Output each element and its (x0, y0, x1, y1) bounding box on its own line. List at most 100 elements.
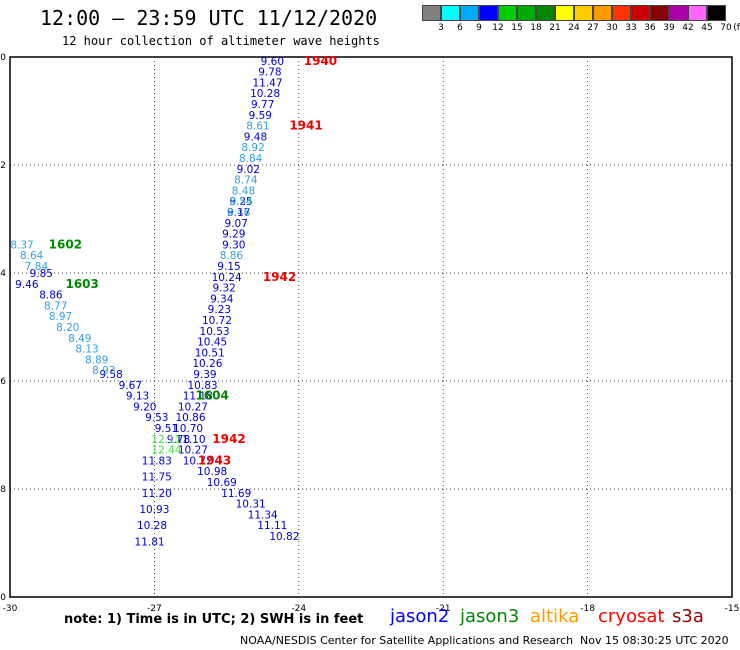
footer-credit: NOAA/NESDIS Center for Satellite Applica… (240, 634, 574, 647)
color-scale-label: 24 (568, 23, 580, 33)
data-point-label: 10.53 (200, 326, 230, 338)
data-point-label: 10.83 (188, 380, 218, 392)
color-scale-swatch (441, 5, 460, 21)
y-tick-label: -42 (0, 161, 6, 171)
data-point-label: 9.58 (99, 369, 122, 381)
pass-annotation: 1604 (195, 389, 228, 403)
data-point-label: 10.28 (250, 88, 280, 100)
data-point-label: 10.27 (178, 445, 208, 457)
pass-annotation: 1603 (65, 277, 98, 291)
color-scale-swatch (517, 5, 536, 21)
color-scale-swatch (555, 5, 574, 21)
color-scale-swatch (612, 5, 631, 21)
data-point-label: 8.13 (75, 344, 98, 356)
data-point-label: 11.34 (248, 509, 278, 521)
y-tick-label: -50 (0, 593, 6, 603)
data-point-label: 9.51 (155, 423, 178, 435)
x-tick-label: -21 (436, 604, 451, 614)
data-point-label: 9.77 (251, 99, 274, 111)
color-scale-swatch (536, 5, 555, 21)
color-scale-swatch (460, 5, 479, 21)
color-scale-swatch (479, 5, 498, 21)
data-point-label: 8.84 (239, 153, 263, 165)
y-tick-label: -46 (0, 377, 6, 387)
color-scale-unit: (ft) (733, 23, 740, 33)
color-scale-label: 18 (530, 23, 542, 33)
chart-subtitle: 12 hour collection of altimeter wave hei… (62, 34, 380, 48)
data-point-label: 9.15 (217, 261, 240, 273)
data-point-label: 9.53 (145, 412, 168, 424)
data-point-label: 9.78 (258, 67, 281, 79)
data-point-label: 8.48 (232, 185, 255, 197)
color-scale-label: 36 (644, 23, 656, 33)
satellite-legend-item: jason2 (390, 606, 450, 627)
data-point-label: 9.60 (261, 56, 284, 68)
data-point-label: 9.39 (193, 369, 216, 381)
chart-title: 12:00 — 23:59 UTC 11/12/2020 (40, 6, 378, 30)
color-scale-label: 21 (549, 23, 561, 33)
pass-annotation: 1942 (212, 432, 245, 446)
data-point-label: 8.54 (229, 196, 253, 208)
data-point-label: 10.72 (183, 455, 213, 467)
data-point-label: 8.77 (44, 300, 67, 312)
data-point-label: 8.64 (20, 250, 44, 262)
data-point-label: 9.07 (225, 218, 248, 230)
color-scale-label: 39 (663, 23, 675, 33)
color-scale-label: 6 (457, 23, 463, 33)
x-tick-label: -24 (291, 604, 306, 614)
data-point-label: 9.46 (15, 279, 39, 291)
data-point-label: 8.86 (220, 250, 244, 262)
note-text: note: 1) Time is in UTC; 2) SWH is in fe… (64, 612, 364, 627)
x-tick-label: -27 (147, 604, 162, 614)
pass-annotation: 1942 (263, 270, 296, 284)
data-point-label: 11.75 (142, 472, 172, 484)
data-point-label: 10.45 (197, 337, 227, 349)
color-scale-label: 70 (720, 23, 732, 33)
data-point-label: 9.13 (126, 391, 149, 403)
data-point-label: 9.85 (30, 268, 53, 280)
data-point-label: 9.59 (249, 110, 272, 122)
data-point-label: 10.27 (178, 401, 208, 413)
pass-annotation: 1943 (198, 453, 231, 467)
data-point-label: 9.32 (212, 283, 235, 295)
footer-timestamp: Nov 15 08:30:25 UTC 2020 (580, 634, 729, 647)
data-point-label: 8.89 (85, 354, 108, 366)
data-point-label: 11.83 (142, 455, 172, 467)
data-point-label: 10.28 (137, 520, 167, 532)
data-point-label: 9.29 (222, 229, 245, 241)
data-point-label: 10.31 (236, 499, 266, 511)
data-point-label: 9.20 (133, 401, 156, 413)
data-point-label: 12.44 (151, 445, 181, 457)
color-scale-swatch (707, 5, 726, 21)
plot-frame (9, 56, 733, 598)
data-point-label: 9.02 (237, 164, 260, 176)
data-point-label: 10.98 (197, 466, 227, 478)
color-scale-swatch (650, 5, 669, 21)
data-point-label: 11.11 (257, 520, 287, 532)
data-point-label: 10.70 (173, 423, 203, 435)
pass-annotation: 1941 (289, 119, 322, 133)
data-point-label: 7.84 (25, 261, 49, 273)
data-point-label: 8.49 (68, 333, 91, 345)
data-point-label: 11.69 (221, 488, 251, 500)
data-point-label: 8.74 (234, 175, 258, 187)
data-point-label: 9.23 (208, 304, 231, 316)
data-point-label: 10.82 (269, 531, 299, 543)
satellite-legend-item: s3a (672, 606, 704, 627)
x-tick-label: -15 (725, 604, 740, 614)
data-point-label: 8.37 (10, 239, 33, 251)
pass-annotation: 1602 (49, 237, 82, 251)
data-point-label: 10.69 (207, 477, 237, 489)
color-scale-label: 9 (476, 23, 482, 33)
data-point-label: 8.46 (227, 207, 251, 219)
satellite-legend-item: altika (530, 606, 580, 627)
data-point-label: 10.72 (202, 315, 232, 327)
data-point-label: 9.48 (244, 131, 267, 143)
data-point-label: 10.24 (212, 272, 242, 284)
data-point-label: 9.34 (210, 293, 234, 305)
y-tick-label: -48 (0, 485, 6, 495)
color-scale-swatch (631, 5, 650, 21)
data-point-label: 10.51 (195, 347, 225, 359)
color-scale-label: 15 (511, 23, 523, 33)
